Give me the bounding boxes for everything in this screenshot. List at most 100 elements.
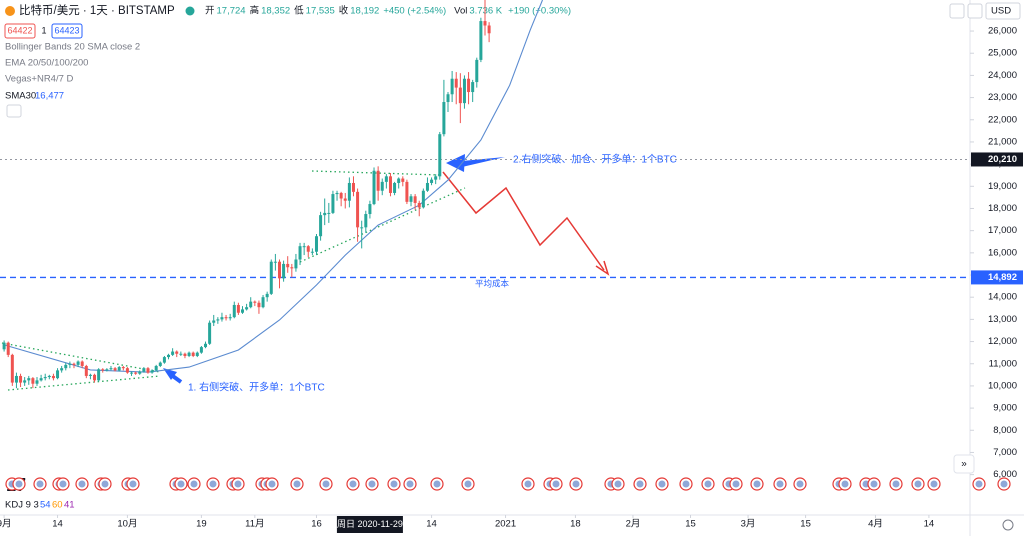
down-button[interactable] — [949, 3, 965, 19]
x-tick-label: 14 — [924, 519, 935, 530]
sma-value: 16,477 — [35, 91, 64, 102]
avg-cost-label: 14,892 — [988, 272, 1017, 283]
ohlc-value: 17,535 — [306, 6, 335, 17]
crosshair-date-box — [336, 516, 403, 533]
y-tick-label: 17,000 — [988, 225, 1017, 236]
event-flag-inner — [368, 480, 376, 488]
candle-body — [134, 372, 138, 374]
candle-body — [467, 78, 471, 93]
candle-body — [306, 246, 310, 252]
forecast-arrowhead — [595, 260, 610, 276]
candle-body — [421, 190, 425, 208]
y-tick-label: 6,000 — [993, 469, 1017, 480]
candle-body — [179, 353, 183, 355]
event-flag-inner — [892, 480, 900, 488]
y-tick-label: 13,000 — [988, 314, 1017, 325]
candle-body — [146, 368, 150, 373]
x-tick-label: 19 — [196, 519, 207, 530]
event-flag-inner — [15, 480, 23, 488]
annotation: 1. 右侧突破、开多单：1个BTC — [188, 381, 325, 394]
candle-body — [265, 293, 269, 298]
candle-body — [364, 214, 368, 228]
symbol-title: 比特币/美元 · 1天 · BITSTAMP — [19, 3, 175, 17]
event-flag-inner — [293, 480, 301, 488]
candle-body — [286, 263, 290, 268]
candle-body — [72, 363, 76, 365]
event-flag-inner — [129, 480, 137, 488]
candle-body — [372, 170, 376, 205]
candle-body — [327, 212, 331, 214]
y-tick-label: 26,000 — [988, 26, 1017, 37]
log-button[interactable] — [967, 3, 983, 19]
y-tick-label: 11,000 — [989, 358, 1017, 369]
event-flag-inner — [552, 480, 560, 488]
candle-body — [269, 261, 273, 294]
candle-body — [302, 246, 306, 248]
event-flag-inner — [682, 480, 690, 488]
candle-body — [401, 178, 405, 182]
event-flag-inner — [796, 480, 804, 488]
candle-body — [191, 352, 195, 356]
x-tick-label: 16 — [311, 519, 322, 530]
scroll-button[interactable] — [953, 454, 975, 474]
sell-button[interactable] — [4, 23, 36, 39]
ohlc-label: 开 — [205, 6, 215, 17]
candle-body — [253, 301, 257, 303]
collapse-button[interactable] — [6, 104, 22, 118]
event-flag-inner — [524, 480, 532, 488]
candle-body — [273, 261, 277, 263]
candle-body — [56, 370, 60, 379]
candle-body — [171, 351, 175, 355]
candle-body — [228, 317, 232, 319]
sma-line — [3, 0, 544, 373]
event-flag-inner — [776, 480, 784, 488]
annotation: 2.右侧突破、加仓、开多单：1个BTC — [513, 153, 677, 166]
candle-body — [339, 192, 343, 199]
trend-lines — [1, 170, 466, 391]
y-tick-label: 18,000 — [988, 203, 1017, 214]
currency: USD — [991, 6, 1011, 17]
arrow-2-head — [446, 154, 465, 172]
candle-body — [212, 320, 216, 323]
candle-body — [142, 368, 146, 372]
candle-body — [93, 374, 97, 381]
settings-icon[interactable] — [1002, 519, 1014, 531]
indicator: Vegas+NR4/7 D — [5, 74, 74, 85]
candle-body — [294, 259, 298, 269]
ohlc-label: 收 — [339, 5, 349, 17]
buy-button[interactable] — [51, 23, 83, 39]
candle-body — [413, 196, 417, 203]
candle-body — [187, 352, 191, 356]
candle-body — [154, 365, 158, 371]
candle-body — [97, 369, 101, 381]
kdj-j: 41 — [64, 500, 75, 511]
event-flag-inner — [572, 480, 580, 488]
y-tick-label: 25,000 — [988, 48, 1017, 59]
candle-body — [60, 368, 64, 371]
event-flag-inner — [464, 480, 472, 488]
event-flag-inner — [732, 480, 740, 488]
candle-body — [360, 227, 364, 229]
event-flag-inner — [322, 480, 330, 488]
event-flag-inner — [234, 480, 242, 488]
candle-body — [220, 317, 224, 320]
avg-cost-text: 平均成本 — [475, 279, 510, 289]
event-flag-inner — [177, 480, 185, 488]
x-tick-label: 9月 — [0, 519, 12, 530]
status-dot — [185, 6, 195, 16]
btc-icon — [5, 6, 15, 16]
candle-body — [471, 82, 475, 93]
kdj-k: 54 — [40, 500, 51, 511]
y-tick-label: 24,000 — [988, 70, 1017, 81]
candle-body — [479, 21, 483, 60]
candle-body — [409, 196, 413, 202]
currency-select[interactable] — [985, 2, 1021, 20]
candle-body — [121, 367, 125, 369]
candle-body — [393, 182, 397, 193]
candle-body — [195, 352, 199, 356]
candle-body — [216, 319, 220, 321]
candle-body — [249, 301, 253, 308]
event-flag-inner — [930, 480, 938, 488]
candle-body — [384, 176, 388, 182]
